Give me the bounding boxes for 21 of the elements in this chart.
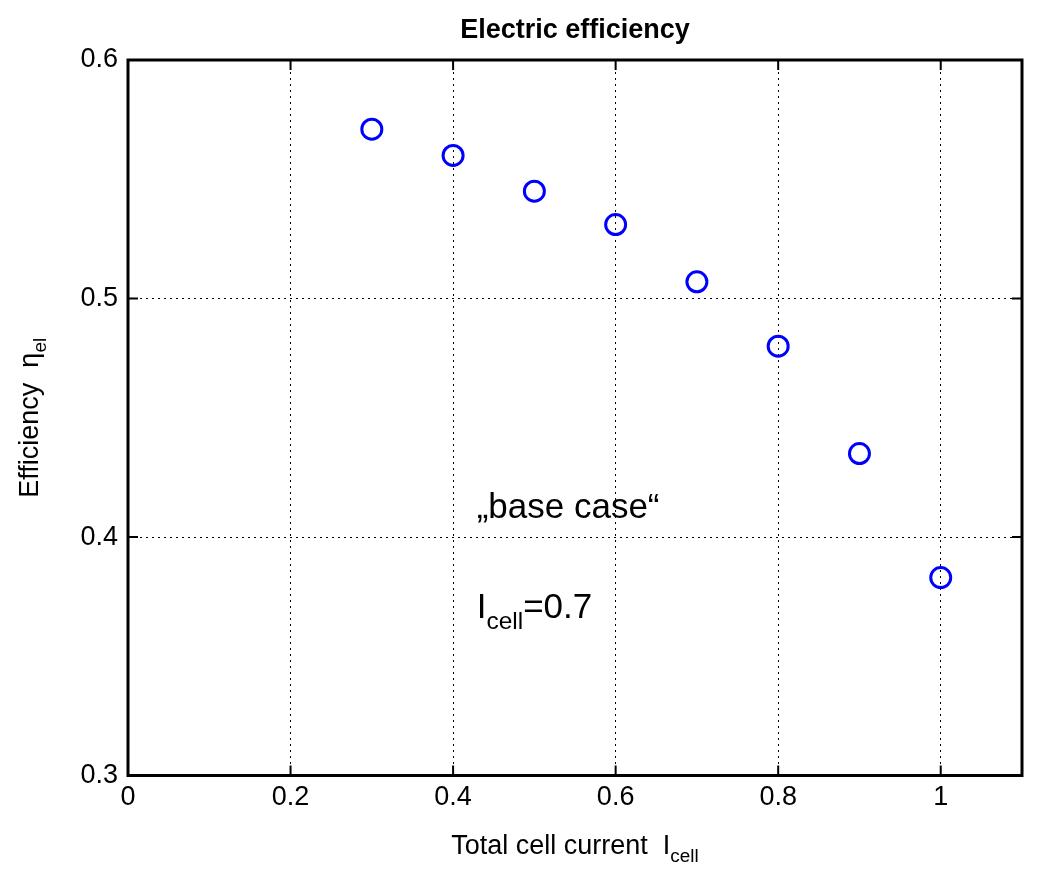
chart-title: Electric efficiency (460, 14, 690, 44)
x-tick-label: 0.2 (271, 781, 310, 812)
point (604, 213, 628, 237)
point (685, 270, 709, 294)
point (929, 566, 953, 590)
y-tick-label: 0.3 (80, 759, 118, 790)
annotation: „base case“ (476, 485, 660, 525)
point (847, 442, 871, 466)
x-tick-label: 0.4 (434, 781, 472, 812)
point (360, 117, 384, 141)
point (441, 143, 465, 167)
x-tick-label: 0 (120, 781, 136, 812)
x-tick-label: 1 (933, 781, 949, 812)
y-tick-label: 0.6 (80, 43, 118, 74)
point (766, 334, 790, 358)
x-tick-label: 0.6 (596, 781, 635, 812)
point (522, 179, 546, 203)
y-tick-label: 0.5 (80, 281, 118, 312)
y-axis-title: Efficiency ηel (14, 337, 51, 498)
y-tick-label: 0.4 (80, 520, 118, 551)
x-tick-label: 0.8 (759, 781, 797, 812)
